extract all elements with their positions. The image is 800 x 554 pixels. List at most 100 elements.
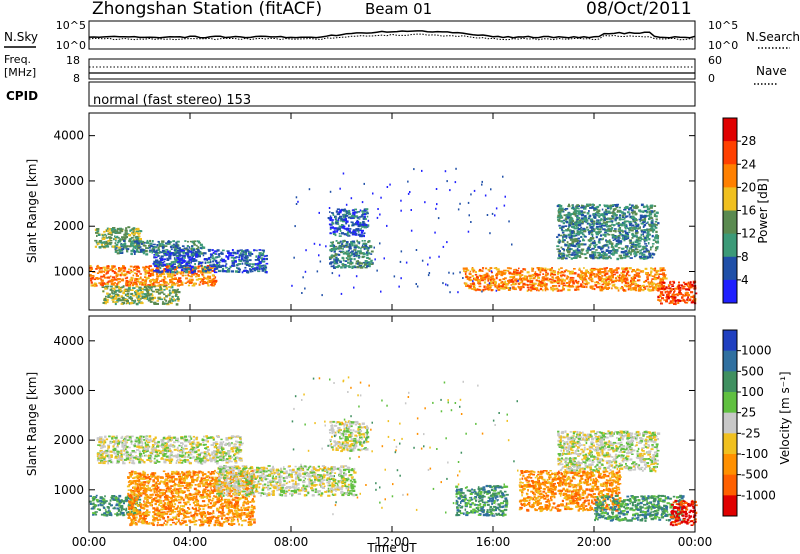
range-cell xyxy=(601,283,605,286)
range-cell xyxy=(575,209,578,213)
range-cell xyxy=(635,248,639,251)
range-cell xyxy=(121,511,125,515)
range-cell xyxy=(578,207,580,210)
range-cell xyxy=(634,244,637,246)
range-cell xyxy=(557,204,561,206)
range-cell xyxy=(136,250,140,253)
range-cell xyxy=(342,259,345,262)
range-cell xyxy=(574,208,577,211)
range-cell xyxy=(556,273,560,275)
range-cell xyxy=(615,286,618,289)
range-cell xyxy=(140,298,142,300)
range-cell xyxy=(577,249,581,252)
range-cell xyxy=(245,260,249,263)
range-cell xyxy=(495,275,498,277)
range-cell xyxy=(588,244,592,247)
range-cell xyxy=(591,206,594,209)
range-cell xyxy=(594,212,597,214)
range-cell xyxy=(620,279,624,282)
range-cell xyxy=(363,213,367,216)
range-cell xyxy=(148,250,151,253)
range-cell xyxy=(181,266,184,269)
range-cell xyxy=(340,226,344,229)
range-cell xyxy=(565,216,568,218)
range-cell xyxy=(635,225,639,228)
range-cell xyxy=(482,267,484,270)
range-cell xyxy=(119,286,123,289)
range-cell xyxy=(595,249,598,251)
range-cell xyxy=(626,247,628,250)
range-cell xyxy=(101,234,104,237)
range-cell xyxy=(602,214,606,217)
range-cell xyxy=(566,275,568,277)
range-cell xyxy=(155,253,158,256)
range-cell xyxy=(647,256,650,259)
range-cell xyxy=(186,489,190,492)
range-cell xyxy=(351,233,355,236)
range-cell xyxy=(529,277,532,280)
range-cell xyxy=(347,216,350,219)
range-cell xyxy=(346,227,350,230)
range-cell xyxy=(618,218,622,221)
range-cell xyxy=(639,214,643,217)
range-cell xyxy=(564,208,569,210)
range-cell xyxy=(659,273,663,275)
range-cell xyxy=(637,237,640,240)
range-cell xyxy=(192,259,196,262)
range-cell xyxy=(161,244,165,246)
range-cell xyxy=(400,277,402,280)
range-cell xyxy=(566,254,569,257)
range-cell xyxy=(329,216,333,220)
range-cell xyxy=(470,193,472,196)
range-cell xyxy=(586,252,589,254)
range-cell xyxy=(672,288,675,291)
range-cell xyxy=(654,226,658,229)
range-cell xyxy=(111,290,114,292)
range-cell xyxy=(177,279,180,282)
range-cell xyxy=(349,217,353,220)
range-cell xyxy=(356,211,359,213)
range-cell xyxy=(212,277,216,280)
range-cell xyxy=(610,257,612,260)
colorbar-swatch xyxy=(723,279,737,304)
range-cell xyxy=(493,278,496,281)
range-cell xyxy=(101,245,103,248)
range-cell xyxy=(574,254,577,257)
range-cell xyxy=(155,273,159,276)
range-cell xyxy=(190,275,193,278)
range-cell xyxy=(589,223,592,226)
range-cell xyxy=(511,275,514,279)
range-cell xyxy=(663,269,666,272)
range-cell xyxy=(386,224,388,227)
range-cell xyxy=(570,257,573,260)
range-cell xyxy=(160,243,164,245)
range-cell xyxy=(564,244,567,247)
range-cell xyxy=(333,248,336,251)
range-cell xyxy=(603,224,607,227)
range-cell xyxy=(623,224,626,227)
range-cell xyxy=(190,268,192,271)
range-cell xyxy=(187,268,190,271)
range-cell xyxy=(562,236,564,240)
range-cell xyxy=(642,270,644,272)
range-cell xyxy=(636,235,638,238)
range-cell xyxy=(597,240,601,243)
range-cell xyxy=(231,260,235,262)
range-cell xyxy=(590,233,594,236)
range-cell xyxy=(332,244,336,247)
range-cell xyxy=(198,278,202,280)
range-cell xyxy=(229,265,232,268)
range-cell xyxy=(559,274,564,277)
range-cell xyxy=(517,279,519,282)
range-cell xyxy=(617,230,621,232)
range-cell xyxy=(233,260,237,263)
range-cell xyxy=(532,286,536,289)
range-cell xyxy=(175,247,179,249)
range-cell xyxy=(666,293,670,297)
range-cell xyxy=(598,204,601,207)
range-cell xyxy=(640,219,644,221)
range-cell xyxy=(95,513,98,516)
range-cell xyxy=(174,277,177,280)
range-cell xyxy=(398,285,400,288)
range-cell xyxy=(483,278,487,281)
